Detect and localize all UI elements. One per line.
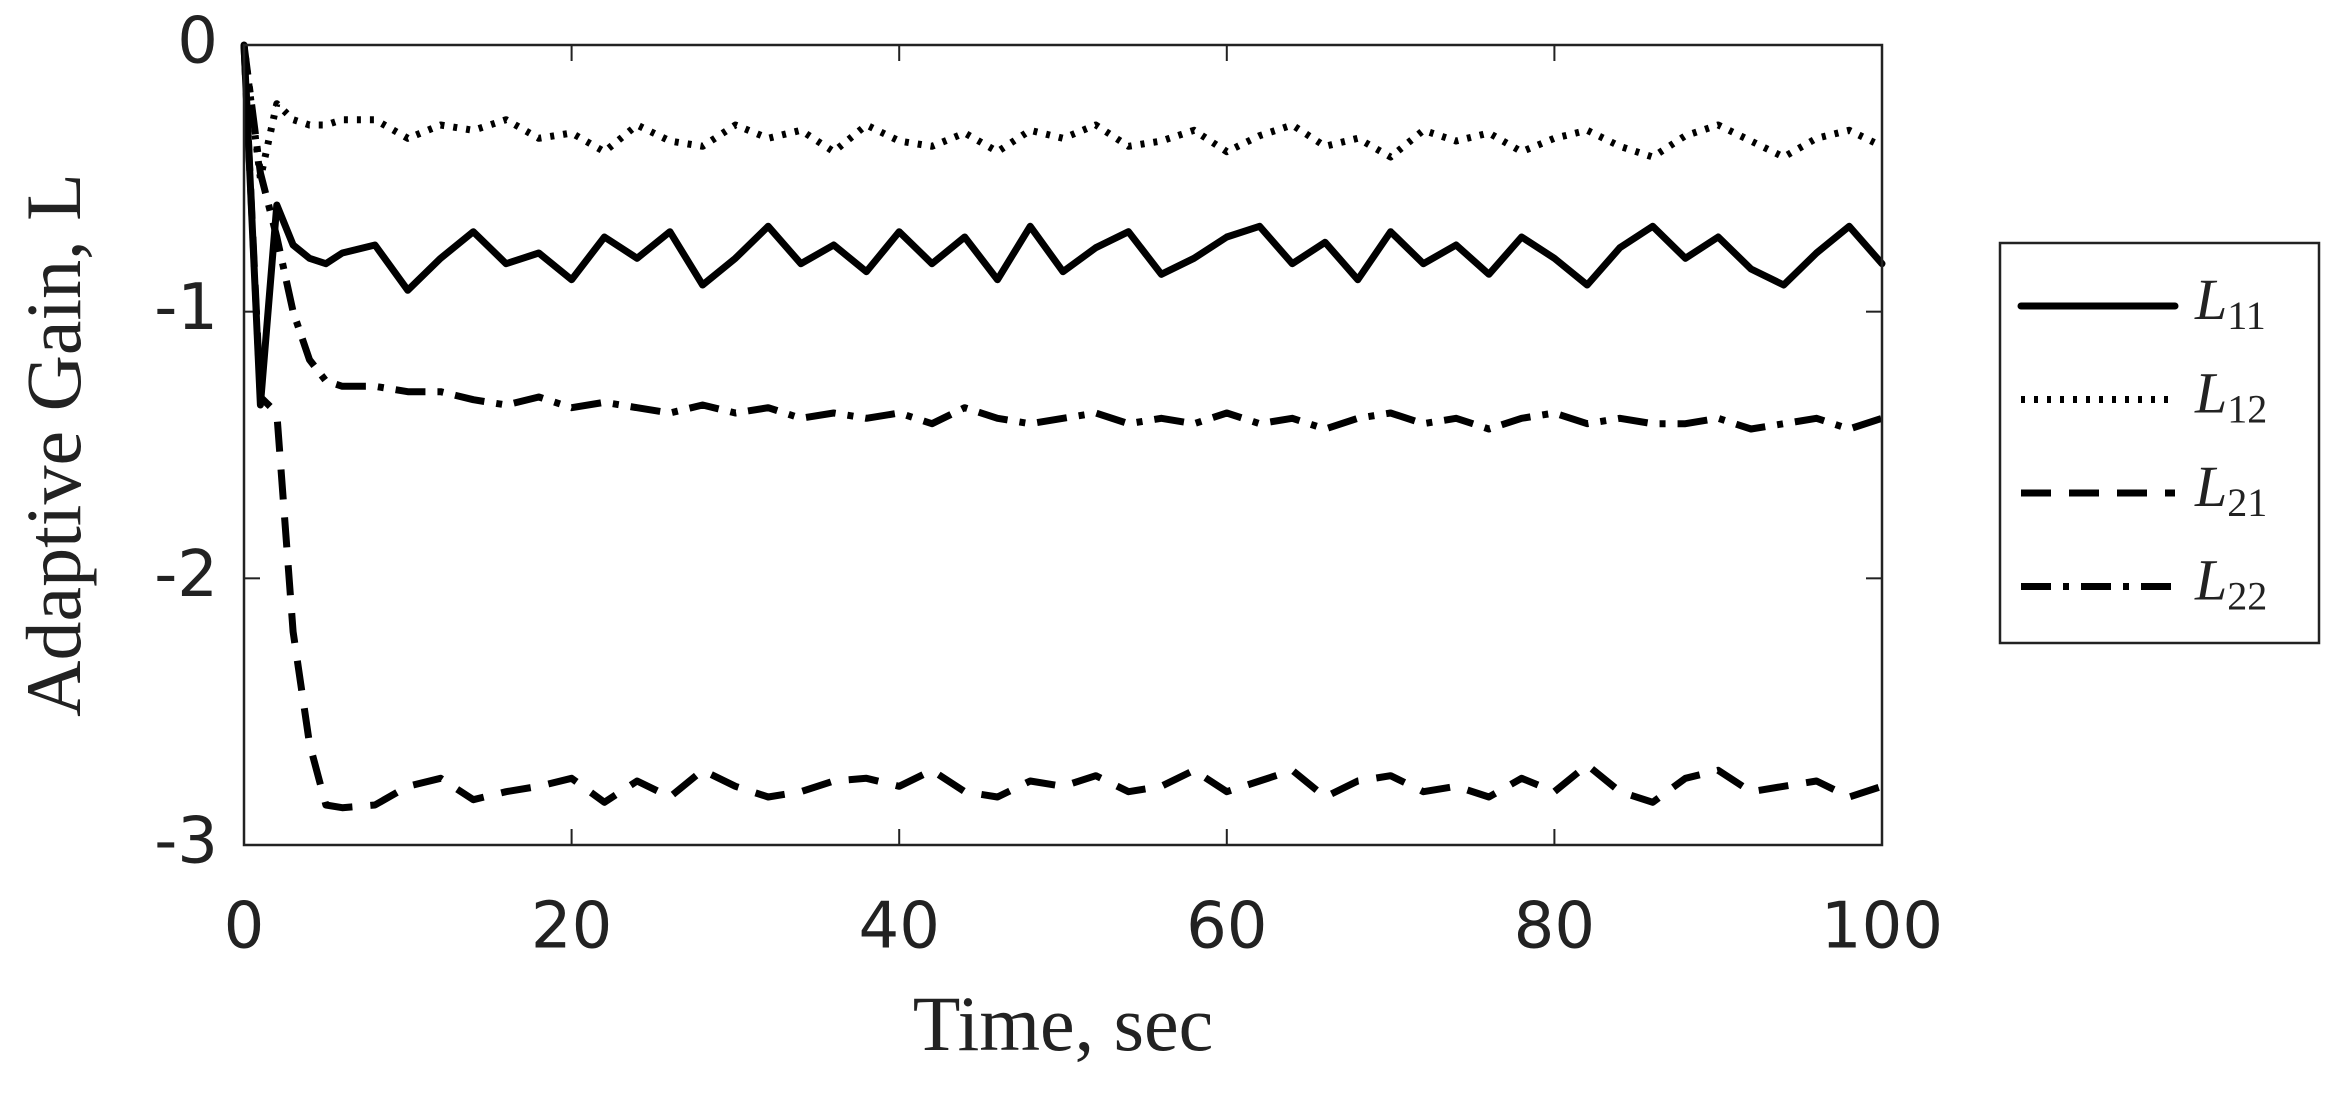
x-tick-label: 40 (858, 890, 939, 964)
y-tick-label: 0 (177, 5, 218, 79)
x-axis-label: Time, sec (913, 980, 1213, 1067)
legend-box (1998, 241, 2321, 645)
y-tick-label: -3 (154, 805, 218, 879)
series-line (240, 41, 1886, 409)
legend-label: L21 (2194, 454, 2267, 525)
plot-frame (242, 43, 1884, 847)
x-tick-label: 20 (531, 890, 612, 964)
y-tick-label: -1 (154, 271, 218, 345)
legend-label: L12 (2194, 361, 2267, 432)
x-tick-label: 80 (1514, 890, 1595, 964)
y-axis-label: Adaptive Gain, L (10, 173, 97, 717)
x-tick-label: 100 (1821, 890, 1943, 964)
y-tick-label: -2 (154, 538, 218, 612)
series-line (240, 44, 1884, 812)
legend-label: L22 (2194, 548, 2267, 619)
x-tick-label: 60 (1186, 890, 1267, 964)
series-line (240, 44, 1884, 182)
legend-label: L11 (2194, 267, 2266, 338)
x-tick-label: 0 (224, 890, 265, 964)
